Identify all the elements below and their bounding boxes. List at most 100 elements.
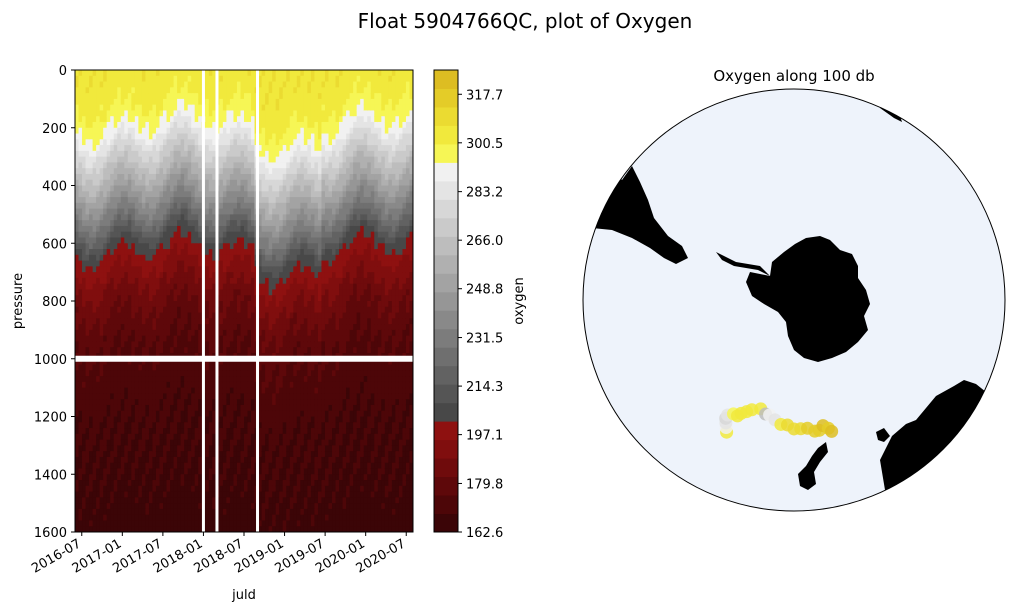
heatmap-cell <box>229 70 235 77</box>
heatmap-cell <box>89 451 94 458</box>
heatmap-cell <box>289 514 294 522</box>
heatmap-cell <box>117 318 122 325</box>
heatmap-cell <box>293 272 298 279</box>
heatmap-cell <box>289 462 294 470</box>
heatmap-cell <box>180 179 185 187</box>
heatmap-cell <box>131 381 136 389</box>
heatmap-cell <box>261 173 266 181</box>
heatmap-cell <box>258 416 263 423</box>
heatmap-cell <box>258 93 263 100</box>
heatmap-cell <box>152 260 157 267</box>
heatmap-cell <box>110 497 115 504</box>
heatmap-cell <box>120 456 125 464</box>
heatmap-cell <box>212 497 217 504</box>
heatmap-cell <box>131 121 136 129</box>
heatmap-cell <box>85 508 90 516</box>
heatmap-cell <box>286 393 291 400</box>
heatmap-cell <box>131 243 136 250</box>
heatmap-cell <box>233 526 238 532</box>
heatmap-cell <box>92 202 97 210</box>
heatmap-cell <box>219 404 224 412</box>
heatmap-cell <box>184 520 189 527</box>
heatmap-cell <box>275 428 280 435</box>
heatmap-cell <box>219 168 224 175</box>
heatmap-cell <box>268 225 273 233</box>
heatmap-cell <box>155 283 161 291</box>
heatmap-cell <box>163 168 168 175</box>
heatmap-cell <box>131 283 136 291</box>
heatmap-cell <box>251 387 256 395</box>
heatmap-cell <box>110 358 115 366</box>
heatmap-cell <box>145 491 150 498</box>
heatmap-cell <box>141 508 147 516</box>
heatmap-cell <box>289 260 294 267</box>
heatmap-cell <box>103 480 108 487</box>
heatmap-cell <box>194 497 199 504</box>
heatmap-cell <box>138 231 143 239</box>
heatmap-cell <box>173 231 178 239</box>
heatmap-cell <box>244 410 249 418</box>
heatmap-cell <box>141 191 147 198</box>
heatmap-cell <box>138 168 143 175</box>
heatmap-cell <box>279 81 284 88</box>
heatmap-cell <box>177 491 182 498</box>
heatmap-cell <box>272 324 277 331</box>
heatmap-cell <box>194 295 199 302</box>
heatmap-cell <box>166 98 171 106</box>
heatmap-cell <box>131 145 136 152</box>
heatmap-cell <box>127 156 132 164</box>
heatmap-cell <box>89 295 94 302</box>
heatmap-cell <box>127 301 132 308</box>
heatmap-cell <box>244 243 249 250</box>
heatmap-cell <box>268 335 273 343</box>
heatmap-cell <box>226 491 231 498</box>
heatmap-cell <box>219 508 224 516</box>
heatmap-cell <box>219 202 224 210</box>
heatmap-cell <box>163 301 168 308</box>
heatmap-cell <box>96 272 101 279</box>
heatmap-cell <box>99 474 104 481</box>
heatmap-cell <box>85 139 90 146</box>
heatmap-cell <box>236 98 242 106</box>
heatmap-cell <box>272 121 277 129</box>
heatmap-cell <box>141 468 147 475</box>
heatmap-cell <box>89 202 94 210</box>
heatmap-cell <box>166 370 171 377</box>
heatmap-cell <box>268 173 273 181</box>
heatmap-cell <box>268 179 273 187</box>
heatmap-cell <box>187 324 192 331</box>
heatmap-cell <box>106 341 111 348</box>
heatmap-cell <box>286 260 291 267</box>
heatmap-cell <box>272 416 277 423</box>
heatmap-cell <box>191 243 196 250</box>
heatmap-cell <box>184 208 189 215</box>
heatmap-cell <box>251 335 256 343</box>
heatmap-cell <box>141 70 147 77</box>
heatmap-cell <box>212 254 217 262</box>
heatmap-cell <box>272 214 277 221</box>
heatmap-cell <box>226 127 231 135</box>
heatmap-cell <box>141 168 147 175</box>
heatmap-cell <box>155 150 161 158</box>
heatmap-cell <box>226 197 231 204</box>
heatmap-cell <box>261 301 266 308</box>
heatmap-cell <box>148 387 154 395</box>
heatmap-cell <box>251 439 256 446</box>
heatmap-cell <box>247 526 252 532</box>
heatmap-cell <box>99 306 104 314</box>
heatmap-cell <box>103 243 108 250</box>
heatmap-cell <box>82 456 87 464</box>
heatmap-cell <box>110 110 115 117</box>
heatmap-cell <box>99 520 104 527</box>
heatmap-cell <box>131 468 136 475</box>
heatmap-cell <box>226 191 231 198</box>
heatmap-cell <box>96 121 101 129</box>
heatmap-cell <box>236 116 242 123</box>
heatmap-cell <box>106 416 111 423</box>
heatmap-cell <box>99 370 104 377</box>
heatmap-cell <box>229 225 235 233</box>
heatmap-cell <box>233 508 238 516</box>
heatmap-cell <box>275 70 280 77</box>
heatmap-cell <box>194 289 199 296</box>
heatmap-cell <box>258 289 263 296</box>
